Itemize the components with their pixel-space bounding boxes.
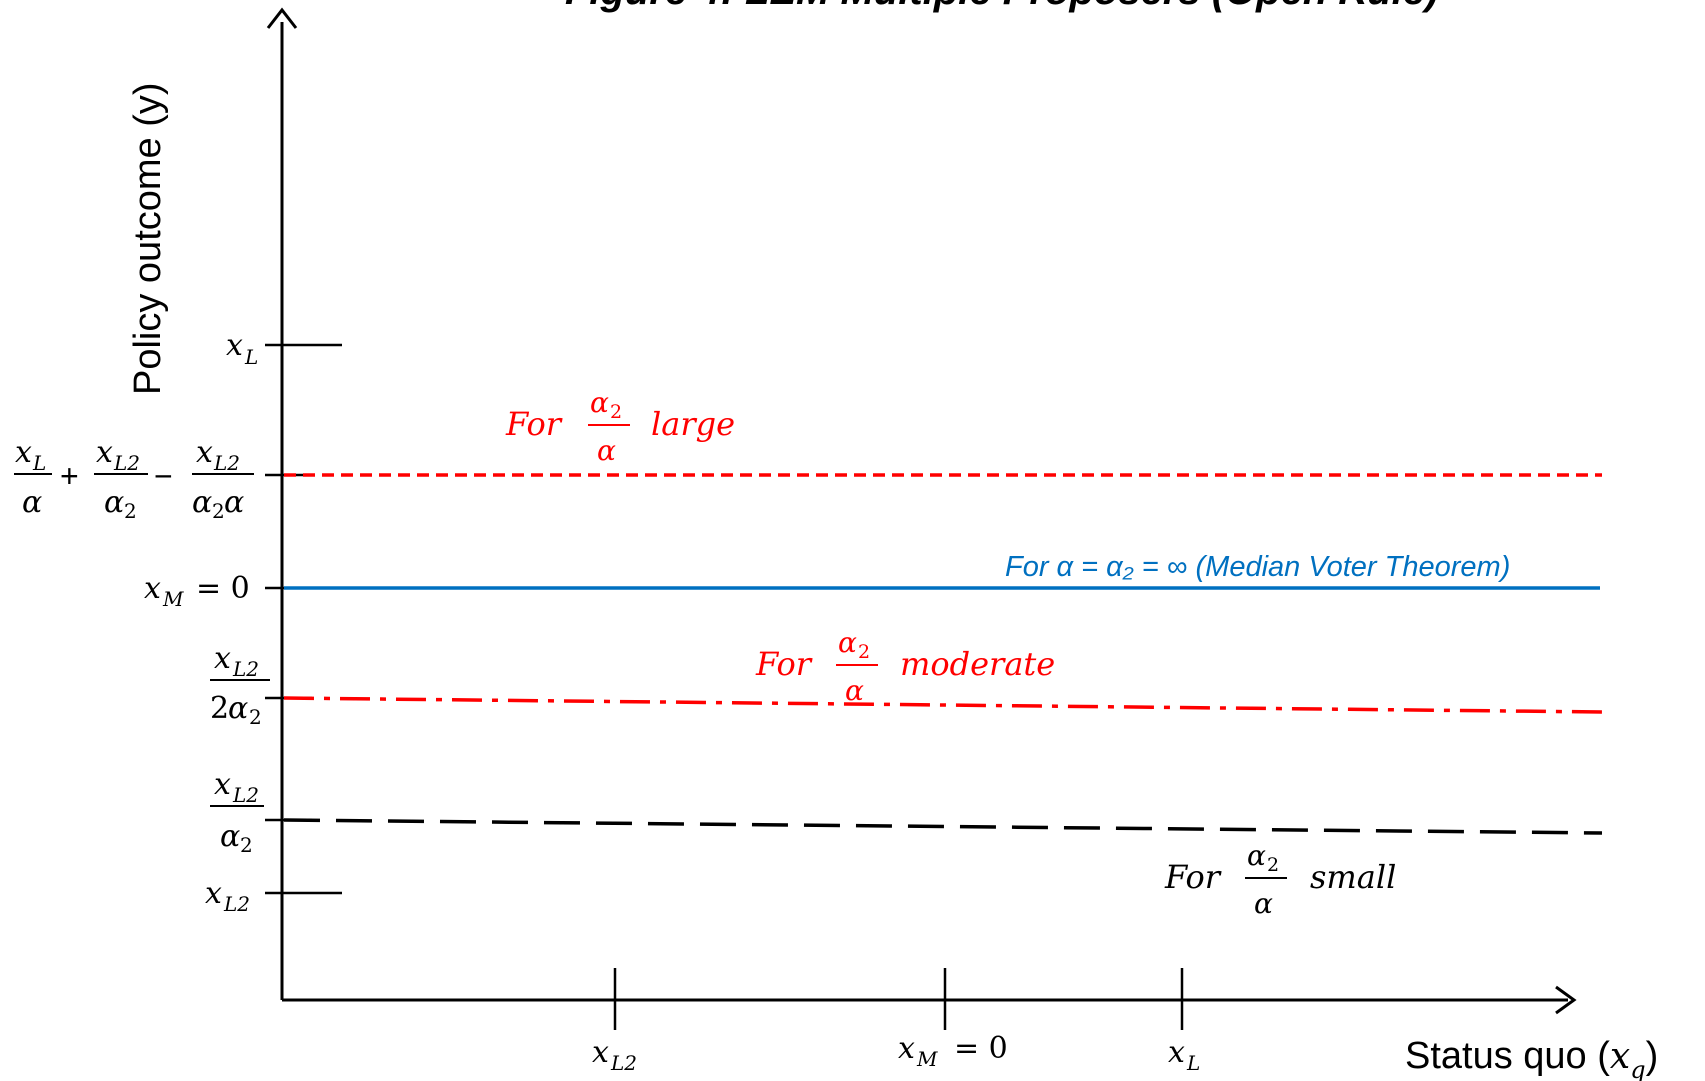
y-axis-label: Policy outcome (y) <box>127 82 169 395</box>
svg-text:L: L <box>244 345 258 369</box>
svg-text:x: x <box>592 1035 609 1070</box>
svg-text:L2: L2 <box>610 1051 637 1075</box>
svg-text:α: α <box>845 674 864 707</box>
figure-title: Figure 4: LEM Multiple Proposers (Open R… <box>565 0 1438 13</box>
svg-text:2: 2 <box>249 705 262 729</box>
svg-text:moderate: moderate <box>900 645 1055 683</box>
svg-text:+: + <box>60 458 79 494</box>
svg-text:For: For <box>505 405 563 443</box>
x-axis-arrow <box>1555 985 1577 1015</box>
x-axis-label: Status quo (xq) <box>1405 1035 1658 1081</box>
svg-text:α: α <box>1247 839 1266 872</box>
y-tick-label-half: x L2 2α 2 <box>210 641 270 729</box>
svg-text:x: x <box>196 435 213 470</box>
svg-text:large: large <box>651 405 735 443</box>
x-tick-label-xL2: x L2 <box>592 1035 637 1075</box>
svg-text:x: x <box>214 767 231 802</box>
line-small <box>283 818 1603 835</box>
svg-text:α: α <box>224 485 244 520</box>
svg-text:2: 2 <box>610 401 622 423</box>
svg-text:For: For <box>1164 858 1222 896</box>
label-median-voter: For α = α₂ = ∞ (Median Voter Theorem) <box>1005 551 1510 583</box>
svg-text:−: − <box>154 458 173 494</box>
svg-text:For: For <box>755 645 813 683</box>
y-tick-label-xL2: x L2 <box>205 876 250 916</box>
svg-text:2: 2 <box>240 833 253 857</box>
svg-text:L2: L2 <box>223 892 250 916</box>
svg-text:x: x <box>1168 1035 1185 1070</box>
svg-text:x: x <box>226 328 243 363</box>
svg-text:α: α <box>22 485 42 520</box>
svg-text:M: M <box>916 1047 938 1071</box>
svg-text:x: x <box>214 641 231 676</box>
x-ticks <box>613 968 1184 1030</box>
axes <box>266 7 1577 1015</box>
svg-text:x: x <box>15 435 32 470</box>
svg-text:x: x <box>96 435 113 470</box>
svg-text:α: α <box>104 485 124 520</box>
svg-text:α: α <box>192 485 212 520</box>
svg-text:L2: L2 <box>232 657 259 681</box>
svg-text:α: α <box>228 691 248 726</box>
line-moderate <box>283 696 1603 714</box>
svg-text:2: 2 <box>212 499 225 523</box>
svg-text:α: α <box>838 626 857 659</box>
svg-text:M: M <box>162 587 184 611</box>
svg-text:α: α <box>1254 887 1273 920</box>
svg-text:2: 2 <box>124 499 137 523</box>
svg-text:small: small <box>1310 858 1396 896</box>
svg-text:α: α <box>597 434 616 467</box>
y-tick-label-xL: x L <box>226 328 258 369</box>
y-axis-arrow <box>266 7 298 29</box>
svg-text:α: α <box>590 386 609 419</box>
svg-text:L2: L2 <box>232 783 259 807</box>
svg-text:α: α <box>220 819 240 854</box>
svg-text:x: x <box>205 876 222 911</box>
svg-text:L2: L2 <box>113 451 140 475</box>
svg-text:= 0: = 0 <box>954 1031 1008 1066</box>
svg-text:x: x <box>144 571 161 606</box>
svg-text:= 0: = 0 <box>196 571 250 606</box>
svg-text:2: 2 <box>210 691 229 726</box>
y-ticks <box>265 343 342 895</box>
svg-text:L: L <box>1186 1051 1200 1075</box>
svg-text:L2: L2 <box>213 451 240 475</box>
svg-text:2: 2 <box>1267 854 1279 876</box>
svg-text:x: x <box>898 1031 915 1066</box>
svg-text:L: L <box>32 451 46 475</box>
svg-text:2: 2 <box>858 641 870 663</box>
